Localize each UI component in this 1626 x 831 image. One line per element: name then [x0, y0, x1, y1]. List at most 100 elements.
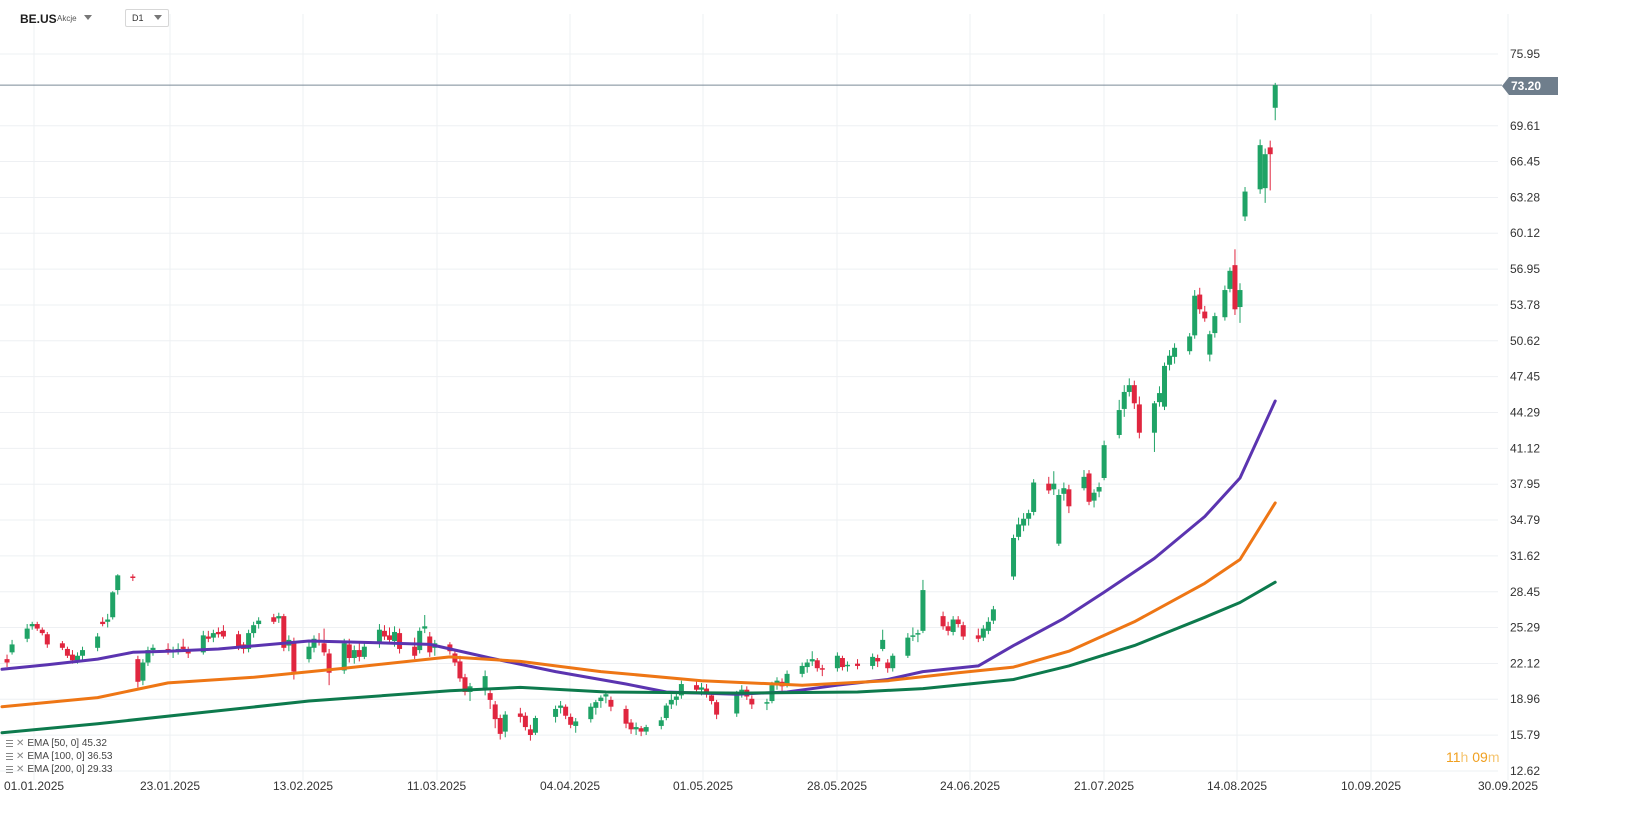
candle-body: [1242, 191, 1248, 217]
candle-body: [1126, 385, 1132, 392]
candle-body: [95, 636, 101, 648]
x-tick-label: 24.06.2025: [940, 779, 1000, 793]
candle-body: [1227, 270, 1233, 289]
candle-down: [487, 689, 493, 709]
candle-up: [1061, 482, 1067, 501]
candle-up: [985, 617, 991, 635]
candle-down: [608, 696, 614, 712]
x-tick-label: 01.01.2025: [4, 779, 64, 793]
timeframe-select[interactable]: D1: [125, 9, 169, 27]
menu-icon[interactable]: [6, 766, 13, 773]
candle-up: [145, 646, 151, 666]
menu-icon[interactable]: [6, 740, 13, 747]
candle-body: [1131, 385, 1137, 404]
candle-body: [321, 643, 327, 653]
chart-toolbar: BE.US Akcje D1: [0, 0, 1540, 34]
candle-body: [1151, 403, 1157, 433]
candle-down: [638, 725, 644, 737]
y-tick-label: 15.79: [1510, 728, 1540, 742]
candle-down: [814, 658, 820, 672]
candle-up: [764, 698, 770, 711]
legend-item-ema100[interactable]: ✕ EMA [100, 0] 36.53: [6, 750, 112, 763]
candle-body: [1202, 311, 1208, 319]
candle-up: [950, 616, 956, 636]
candle-body: [236, 634, 242, 647]
menu-icon[interactable]: [6, 753, 13, 760]
countdown-hours-unit: h: [1460, 749, 1469, 765]
candle-body: [1096, 487, 1102, 492]
candle-body: [1162, 365, 1168, 407]
candle-body: [1232, 265, 1238, 310]
candle-down: [875, 654, 881, 668]
candle-body: [568, 716, 574, 725]
y-tick-label: 75.95: [1510, 47, 1540, 61]
legend-item-ema200[interactable]: ✕ EMA [200, 0] 29.33: [6, 763, 112, 776]
x-tick-label: 21.07.2025: [1074, 779, 1134, 793]
current-price-value: 73.20: [1511, 79, 1542, 93]
candle-body: [220, 630, 226, 637]
candle-up: [29, 621, 35, 630]
candle-up: [1187, 333, 1193, 355]
candle-body: [1101, 445, 1107, 478]
candle-body: [140, 662, 146, 681]
y-tick-label: 25.29: [1510, 621, 1540, 635]
time-axis[interactable]: 01.01.2025 23.01.2025 13.02.2025 11.03.2025…: [4, 779, 1538, 793]
candle-body: [975, 635, 981, 639]
candle-body: [1237, 290, 1243, 308]
candle-up: [658, 716, 664, 730]
candle-body: [673, 696, 679, 700]
candle-up: [588, 703, 594, 723]
candle-up: [1116, 399, 1122, 439]
candle-body: [180, 646, 186, 649]
candle-down: [1046, 476, 1052, 494]
candle-body: [553, 708, 559, 717]
candle-up: [739, 685, 745, 698]
close-icon[interactable]: ✕: [16, 764, 25, 775]
candle-body: [834, 655, 840, 669]
candles: [4, 82, 1278, 741]
candle-down: [44, 631, 50, 648]
candle-body: [135, 659, 141, 682]
legend-item-ema50[interactable]: ✕ EMA [50, 0] 45.32: [6, 737, 112, 750]
symbol-label[interactable]: BE.US: [20, 12, 57, 26]
close-icon[interactable]: ✕: [16, 751, 25, 762]
candle-body: [950, 619, 956, 632]
candle-down: [955, 616, 961, 628]
candle-body: [361, 646, 367, 657]
candle-up: [663, 703, 669, 721]
candle-up: [593, 699, 599, 715]
candle-down: [39, 627, 45, 636]
candle-body: [1061, 488, 1067, 494]
candle-up: [1051, 471, 1057, 495]
candle-body: [110, 592, 116, 618]
candle-up: [532, 715, 538, 735]
close-icon[interactable]: ✕: [16, 738, 25, 749]
candle-up: [95, 633, 101, 652]
candle-body: [74, 655, 80, 661]
candle-body: [522, 715, 528, 728]
candle-body: [346, 644, 352, 659]
x-tick-label: 01.05.2025: [673, 779, 733, 793]
candle-body: [532, 718, 538, 733]
candle-down: [281, 613, 287, 652]
candle-body: [412, 646, 418, 656]
candle-down: [100, 617, 106, 627]
candle-down: [623, 705, 629, 729]
candle-up: [251, 621, 257, 638]
candle-body: [44, 634, 50, 645]
candle-body: [251, 625, 257, 634]
chevron-down-icon[interactable]: [84, 15, 92, 20]
candle-body: [699, 687, 705, 690]
candle-body: [517, 713, 523, 717]
candle-up: [1242, 187, 1248, 221]
candle-up: [24, 624, 30, 643]
candle-body: [915, 633, 921, 635]
candle-down: [940, 611, 946, 630]
candle-down: [693, 680, 699, 692]
y-tick-label: 69.61: [1510, 119, 1540, 133]
price-axis[interactable]: 75.95 69.61 66.45 63.28 60.12 56.95 53.78 50.62…: [1510, 47, 1540, 778]
candle-up: [1101, 440, 1107, 481]
candle-body: [462, 677, 468, 692]
x-tick-label: 14.08.2025: [1207, 779, 1267, 793]
